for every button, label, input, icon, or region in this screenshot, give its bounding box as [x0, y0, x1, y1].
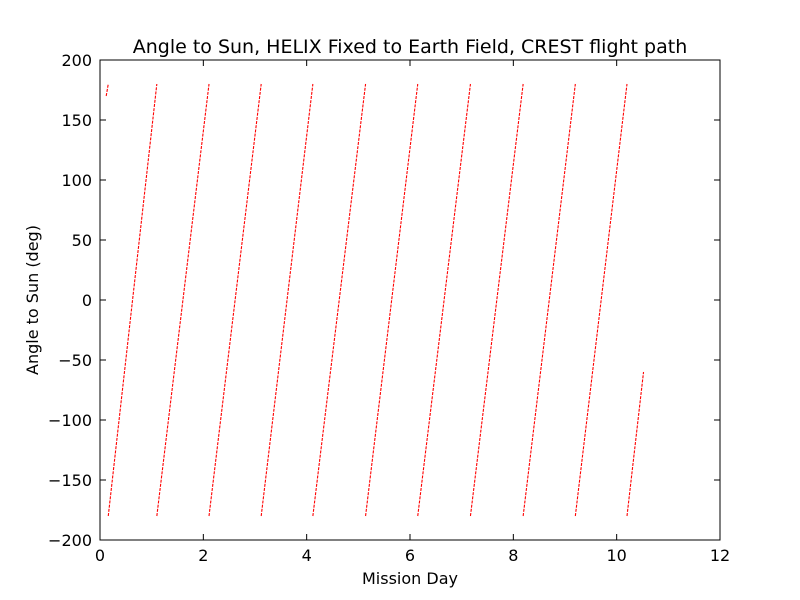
data-layer [105, 83, 645, 517]
y-tick-label: 50 [72, 231, 92, 250]
x-tick-label: 2 [198, 546, 208, 565]
data-segment [208, 83, 262, 517]
y-tick-label: −150 [48, 471, 92, 490]
y-tick-label: −200 [48, 531, 92, 550]
data-segment [365, 83, 419, 517]
y-tick-label: −100 [48, 411, 92, 430]
data-segment [107, 83, 158, 517]
y-tick-label: 0 [82, 291, 92, 310]
x-tick-label: 12 [710, 546, 730, 565]
data-segment [105, 83, 109, 97]
x-axis-label: Mission Day [362, 569, 458, 588]
data-segment [156, 83, 210, 517]
data-segment [260, 83, 314, 517]
chart-title: Angle to Sun, HELIX Fixed to Earth Field… [133, 36, 688, 58]
y-tick-label: 200 [61, 51, 92, 70]
y-tick-label: 150 [61, 111, 92, 130]
ticks: 0 2 4 6 8 10 12 −200 −150 −100 −50 0 50 100 150 200 [48, 51, 730, 565]
y-tick-label: −50 [58, 351, 92, 370]
x-tick-label: 4 [302, 546, 312, 565]
x-tick-label: 6 [405, 546, 415, 565]
data-segment [574, 83, 628, 517]
data-segment [312, 83, 367, 517]
data-segment [469, 83, 524, 517]
x-tick-label: 0 [95, 546, 105, 565]
x-tick-label: 8 [508, 546, 518, 565]
data-segment [522, 83, 576, 517]
y-tick-label: 100 [61, 171, 92, 190]
x-tick-label: 10 [606, 546, 626, 565]
data-segment [626, 371, 645, 517]
y-axis-label: Angle to Sun (deg) [23, 225, 42, 375]
data-segment [417, 83, 471, 517]
